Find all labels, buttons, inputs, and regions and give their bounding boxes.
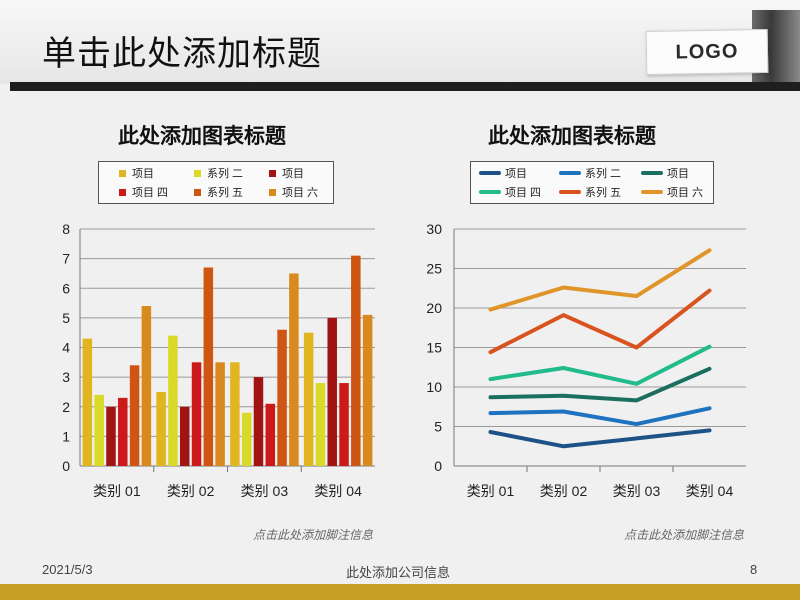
left-chart-legend[interactable]: 项目 系列 二 项目项目 四 系列 五 项目 六 [98,161,334,204]
bar [253,377,264,466]
y-tick-label: 5 [62,310,70,326]
legend-label: 项目 六 [667,187,704,199]
right-chart-title[interactable]: 此处添加图表标题 [488,124,656,148]
bar [327,317,337,466]
right-chart-footnote[interactable]: 点击此处添加脚注信息 [624,528,745,542]
bar [215,362,225,466]
legend-swatch [194,188,201,196]
legend-swatch [269,188,276,196]
legend-label: 系列 五 [207,187,244,199]
legend-swatch [641,190,663,194]
y-tick-label: 2 [62,399,70,415]
bar [82,338,93,466]
bar [179,406,190,466]
bar [303,332,314,466]
bar [265,403,276,466]
legend-swatch [641,171,663,175]
legend-swatch [269,169,276,177]
legend-label: 系列 五 [585,187,622,199]
bar [289,273,299,466]
legend-item[interactable]: 项目 [119,165,154,181]
bar [230,362,240,466]
bar [156,391,166,466]
legend-item[interactable]: 项目 六 [641,184,703,200]
legend-swatch [479,190,501,194]
bar [315,383,326,466]
bar [94,394,104,466]
legend-item[interactable]: 项目 四 [479,184,541,200]
legend-label: 项目 [132,168,154,180]
bar [118,397,128,466]
legend-label: 系列 二 [585,168,622,180]
legend-item[interactable]: 系列 五 [194,184,243,200]
legend-item[interactable]: 项目 四 [119,184,168,200]
bar [141,306,152,466]
legend-label: 项目 [667,168,689,180]
legend-item[interactable]: 项目 [269,165,304,181]
left-chart-footnote[interactable]: 点击此处添加脚注信息 [253,528,374,542]
bar [339,383,349,466]
bar [351,255,361,466]
bar [106,406,116,466]
legend-label: 项目 六 [282,187,319,199]
bar [129,365,140,466]
bar [241,412,252,466]
title-divider-bar [10,82,800,91]
bar [277,329,287,466]
y-tick-label: 8 [62,221,70,237]
right-chart-legend[interactable]: 项目 系列 二 项目项目 四 系列 五 项目 六 [470,161,714,204]
bottom-accent-bar [0,584,800,600]
legend-swatch [119,188,126,196]
legend-swatch [559,171,581,175]
y-tick-label: 3 [62,369,70,385]
bar [191,362,202,466]
legend-label: 项目 四 [132,187,169,199]
legend-item[interactable]: 项目 六 [269,184,318,200]
y-tick-label: 6 [62,280,70,296]
legend-label: 项目 四 [505,187,542,199]
bar [203,267,214,466]
legend-item[interactable]: 系列 二 [194,165,243,181]
slide-title[interactable]: 单击此处添加标题 [42,34,322,74]
y-tick-label: 0 [62,458,70,474]
x-tick-label: 类别 04 [314,483,362,499]
y-tick-label: 1 [62,428,70,444]
legend-swatch [479,171,501,175]
y-tick-label: 4 [62,340,70,356]
legend-label: 项目 [505,168,527,180]
bar [362,314,373,466]
x-tick-label: 类别 03 [241,483,289,499]
footer-company: 此处添加公司信息 [346,565,451,580]
footer-page-number: 8 [750,562,758,577]
legend-item[interactable]: 项目 [479,165,527,181]
legend-label: 系列 二 [207,168,244,180]
footer-date: 2021/5/3 [42,562,93,577]
x-tick-label: 类别 02 [167,483,215,499]
legend-swatch [559,190,581,194]
x-tick-label: 类别 01 [93,483,141,499]
legend-item[interactable]: 系列 二 [559,165,621,181]
legend-item[interactable]: 项目 [641,165,689,181]
legend-item[interactable]: 系列 五 [559,184,621,200]
legend-swatch [194,169,201,177]
legend-swatch [119,169,126,177]
legend-label: 项目 [282,168,304,180]
bar [168,335,178,466]
left-chart-title[interactable]: 此处添加图表标题 [118,124,286,148]
y-tick-label: 7 [62,251,70,267]
